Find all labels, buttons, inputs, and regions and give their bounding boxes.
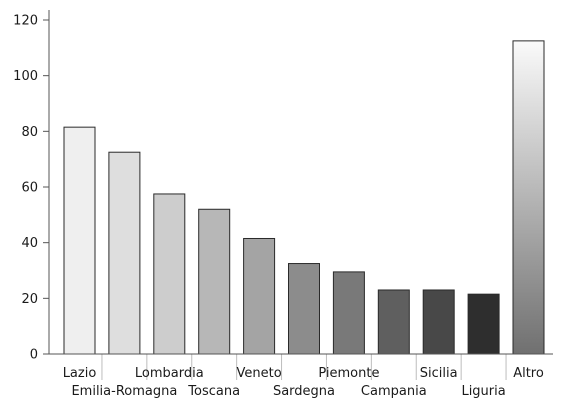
x-tick-label: Lazio	[63, 366, 97, 381]
y-tick-label: 60	[21, 181, 38, 196]
x-tick-label: Lombardia	[135, 366, 204, 381]
bar-veneto	[243, 237, 276, 355]
bars-group	[63, 40, 545, 355]
bar-campania	[377, 289, 410, 355]
y-tick-label: 80	[21, 125, 38, 140]
y-tick-label: 40	[21, 236, 38, 251]
y-tick-label: 120	[13, 14, 38, 29]
x-tick-label: Emilia-Romagna	[71, 384, 177, 399]
x-tick-label: Toscana	[187, 384, 240, 399]
y-tick-label: 100	[13, 69, 38, 84]
x-axis-labels: Lazio Emilia-Romagna Lombardia Toscana Venet…	[63, 354, 544, 399]
y-tick-label: 0	[30, 348, 38, 363]
y-tick-label: 20	[21, 292, 38, 307]
bar-sicilia	[422, 289, 455, 355]
bar-sardegna	[288, 263, 320, 355]
bar-altro	[512, 40, 545, 355]
x-tick-label: Veneto	[237, 366, 282, 381]
bar-emilia-romagna	[108, 151, 141, 355]
x-tick-label: Sicilia	[420, 366, 458, 381]
bar-toscana	[198, 208, 231, 355]
bar-piemonte	[332, 271, 365, 355]
bar-liguria	[467, 293, 500, 355]
x-tick-label: Sardegna	[273, 384, 335, 399]
y-axis-ticks: 0 20 40 60 80 100 120	[13, 14, 49, 363]
axes	[43, 10, 553, 355]
bar-lombardia	[153, 193, 186, 355]
x-tick-label: Liguria	[461, 384, 505, 399]
bar-lazio	[63, 126, 96, 355]
x-tick-label: Campania	[361, 384, 427, 399]
x-tick-label: Altro	[513, 366, 544, 381]
x-tick-label: Piemonte	[318, 366, 379, 381]
